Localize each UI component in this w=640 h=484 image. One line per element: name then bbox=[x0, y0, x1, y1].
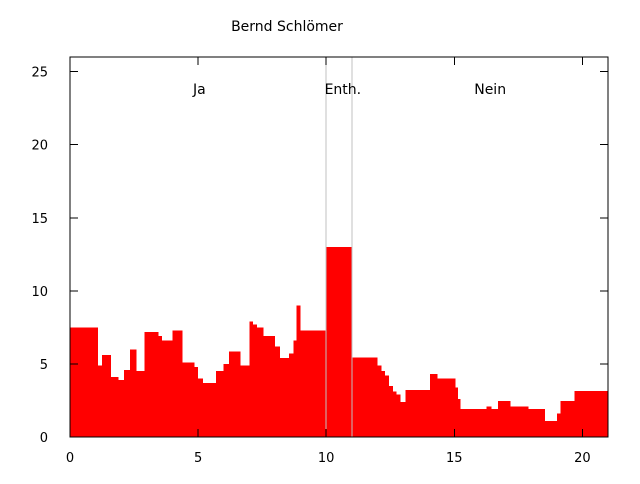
y-tick-label: 25 bbox=[31, 66, 48, 81]
region-label: Nein bbox=[474, 82, 506, 98]
x-tick-label: 5 bbox=[194, 451, 202, 466]
y-tick-label: 5 bbox=[40, 358, 48, 373]
y-tick-label: 20 bbox=[31, 139, 48, 154]
x-tick-label: 0 bbox=[66, 451, 74, 466]
chart-title: Bernd Schlömer bbox=[231, 19, 343, 35]
region-label: Ja bbox=[192, 82, 206, 98]
x-tick-label: 10 bbox=[318, 451, 335, 466]
data-area bbox=[70, 247, 608, 437]
x-tick-label: 15 bbox=[446, 451, 463, 466]
y-tick-label: 15 bbox=[31, 212, 48, 227]
plot-area: 0 5 10 15 20 0 5 10 15 20 25 Ja Enth. Nein bbox=[31, 56, 609, 466]
y-tick-label: 10 bbox=[31, 285, 48, 300]
x-tick-label: 20 bbox=[574, 451, 591, 466]
y-tick-label: 0 bbox=[40, 431, 48, 446]
plot-border bbox=[69, 56, 609, 438]
region-label: Enth. bbox=[325, 82, 362, 98]
